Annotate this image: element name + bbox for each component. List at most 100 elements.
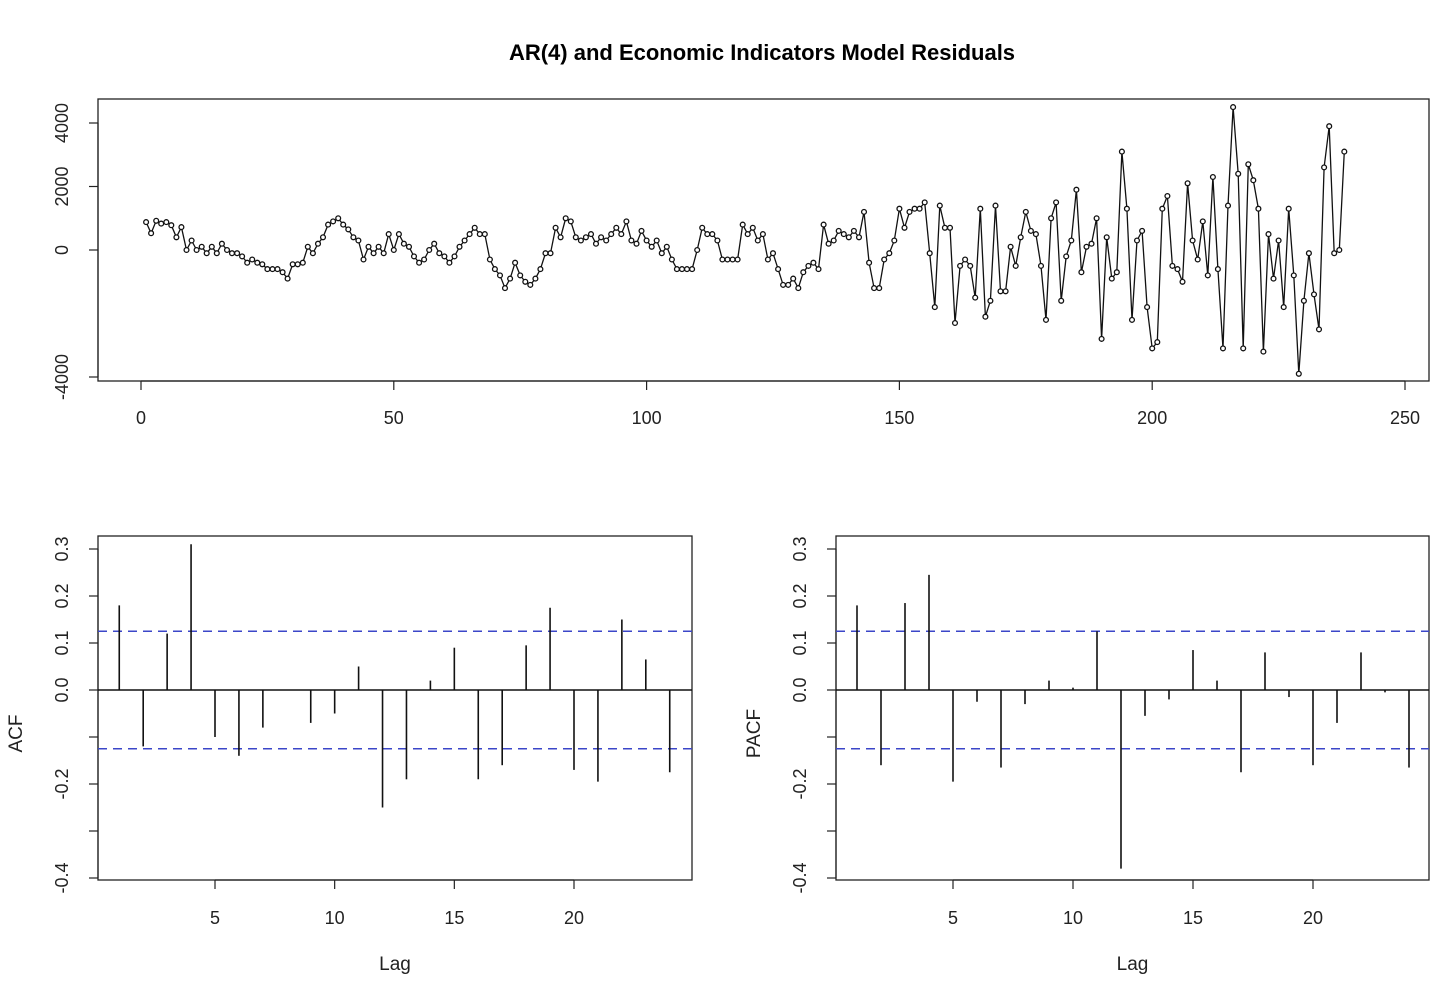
residual-point	[1048, 215, 1055, 222]
residual-point	[431, 240, 438, 247]
residual-point	[148, 230, 155, 237]
residual-point	[1128, 316, 1136, 323]
residual-point	[608, 231, 615, 238]
acf-frame	[97, 535, 693, 881]
residual-point	[183, 246, 190, 254]
residual-point	[1250, 177, 1257, 184]
residual-point	[512, 259, 519, 266]
residual-point	[1240, 345, 1247, 352]
residual-point	[274, 266, 281, 273]
residual-point	[517, 272, 524, 279]
residual-point	[643, 237, 650, 244]
residual-point	[416, 259, 423, 266]
residual-point	[421, 256, 428, 263]
residual-point	[264, 266, 271, 273]
residual-point	[1331, 250, 1338, 257]
residual-point	[653, 237, 660, 244]
residual-point	[1027, 227, 1034, 234]
residual-point	[603, 237, 610, 244]
residual-point	[1088, 240, 1095, 247]
residual-point	[840, 231, 847, 238]
residual-point	[1032, 231, 1039, 238]
residual-point	[1326, 123, 1333, 130]
residual-point	[360, 256, 367, 263]
residual-point	[234, 250, 241, 257]
residual-point	[1321, 164, 1328, 171]
acf-y-tick-label: 0.3	[52, 536, 72, 561]
acf-x-tick-label: 10	[325, 908, 345, 928]
residual-point	[572, 234, 579, 241]
residual-point	[426, 246, 433, 254]
residual-point	[1255, 205, 1262, 212]
pacf-y-tick-label: 0.3	[790, 536, 810, 561]
residual-point	[613, 224, 620, 231]
pacf-frame	[835, 535, 1430, 881]
acf-y-tick-label: 0.1	[52, 630, 72, 655]
residual-point	[1108, 275, 1115, 282]
residual-point	[886, 250, 893, 257]
residual-point	[314, 240, 322, 247]
residuals-y-tick-label: 0	[52, 245, 72, 255]
residual-point	[1007, 243, 1014, 250]
residual-point	[673, 266, 680, 273]
residuals-x-tick-label: 150	[884, 408, 914, 428]
residual-point	[785, 281, 792, 288]
residual-point	[547, 250, 554, 257]
residual-point	[749, 224, 756, 231]
residual-point	[1073, 186, 1080, 193]
residual-point	[1139, 227, 1146, 234]
residual-point	[1113, 269, 1120, 276]
pacf-x-tick-label: 20	[1303, 908, 1323, 928]
residual-point	[567, 218, 574, 225]
residual-point	[466, 231, 473, 238]
residual-point	[618, 231, 625, 238]
pacf-x-label: Lag	[1117, 954, 1149, 975]
residual-point	[987, 297, 994, 304]
residual-point	[982, 313, 989, 320]
residual-point	[795, 285, 802, 292]
residual-point	[491, 266, 498, 273]
residual-point	[1083, 243, 1090, 250]
residual-point	[592, 240, 600, 247]
residual-point	[1053, 199, 1060, 206]
pacf-y-tick-label: -0.4	[790, 862, 810, 893]
residuals-y-tick-label: 2000	[52, 166, 72, 206]
residual-point	[1265, 231, 1272, 238]
acf-x-tick-label: 5	[210, 908, 220, 928]
residual-point	[153, 217, 160, 224]
acf-y-tick-label: -0.4	[52, 862, 72, 893]
residual-point	[456, 243, 463, 250]
residual-point	[704, 231, 711, 238]
residual-point	[633, 240, 640, 247]
residual-point	[810, 259, 817, 266]
residual-point	[1290, 272, 1297, 279]
residual-point	[658, 250, 665, 257]
residual-point	[931, 304, 938, 311]
residual-point	[1098, 335, 1105, 342]
residual-point	[279, 269, 286, 276]
residual-point	[891, 237, 898, 244]
residual-point	[1224, 202, 1232, 209]
residual-point	[962, 256, 969, 263]
residual-point	[759, 231, 766, 238]
residual-point	[522, 278, 529, 285]
residual-point	[507, 275, 514, 282]
residual-point	[689, 266, 696, 273]
residual-point	[719, 256, 726, 263]
residuals-panel: 0 50 100 150 200 250 -4000 0 2000 4000	[52, 98, 1430, 428]
residual-point	[284, 275, 291, 282]
residual-point	[815, 266, 822, 273]
residual-point	[764, 256, 771, 263]
pacf-panel: 5 10 15 20 Lag -0.4 -0.2 0.0 0.1 0.2 0.3 PACF	[744, 535, 1430, 975]
residual-point	[780, 281, 787, 288]
acf-y-tick-label: 0.0	[52, 677, 72, 702]
residual-point	[304, 243, 311, 250]
residual-point	[527, 281, 534, 288]
residual-point	[997, 288, 1004, 295]
residual-point	[168, 222, 175, 229]
residual-point	[1174, 266, 1181, 273]
figure-title: AR(4) and Economic Indicators Model Resi…	[509, 40, 1015, 65]
residual-point	[906, 208, 913, 215]
residual-point	[1235, 170, 1242, 177]
residual-point	[992, 202, 999, 209]
